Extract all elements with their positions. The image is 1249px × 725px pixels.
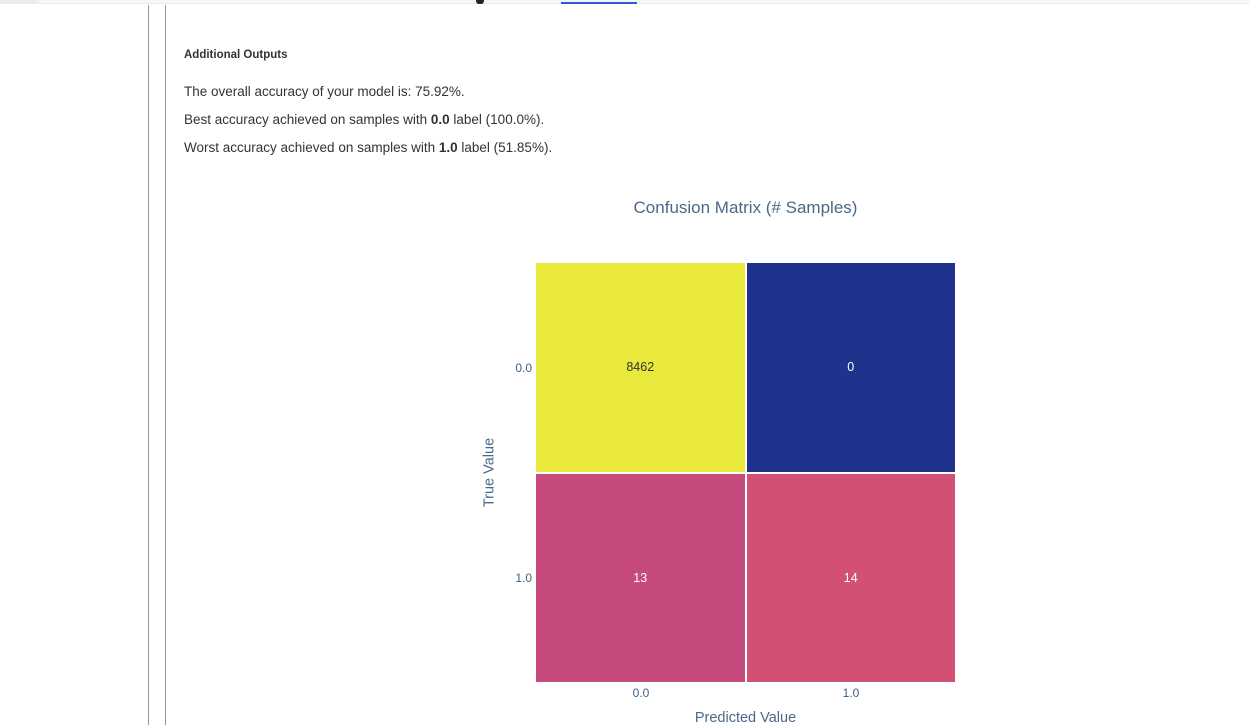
chart-title: Confusion Matrix (# Samples) [633, 198, 858, 217]
x-axis-label: Predicted Value [694, 710, 797, 725]
additional-outputs-heading: Additional Outputs [184, 49, 288, 61]
x-tick-0: 0.0 [632, 686, 650, 700]
matrix-cell-true1-pred1[interactable]: 14 [746, 473, 955, 682]
panel-divider-right [165, 5, 166, 725]
clipped-link[interactable] [561, 2, 637, 4]
y-axis-label: True Value [481, 437, 498, 508]
x-tick-1: 1.0 [842, 686, 860, 700]
best-accuracy-text: Best accuracy achieved on samples with 0… [184, 112, 544, 127]
overall-accuracy-text: The overall accuracy of your model is: 7… [184, 84, 465, 99]
panel-divider-left [148, 5, 149, 725]
matrix-cell-true0-pred0[interactable]: 8462 [536, 263, 745, 472]
overall-accuracy-value: The overall accuracy of your model is: 7… [184, 84, 465, 99]
best-accuracy-prefix: Best accuracy achieved on samples with [184, 112, 431, 127]
best-accuracy-suffix: label (100.0%). [449, 112, 545, 127]
confusion-matrix-heatmap[interactable]: 8462 0 13 14 [536, 263, 955, 682]
y-tick-1: 1.0 [515, 571, 532, 585]
browser-tab-remnant [0, 0, 37, 4]
worst-accuracy-suffix: label (51.85%). [457, 140, 553, 155]
worst-accuracy-text: Worst accuracy achieved on samples with … [184, 140, 552, 155]
best-accuracy-label: 0.0 [430, 112, 450, 127]
matrix-cell-true1-pred0[interactable]: 13 [536, 473, 745, 682]
clipped-text-fragment [476, 0, 484, 4]
y-tick-0: 0.0 [515, 361, 532, 375]
matrix-cell-true0-pred1[interactable]: 0 [746, 263, 955, 472]
worst-accuracy-prefix: Worst accuracy achieved on samples with [184, 140, 439, 155]
worst-accuracy-label: 1.0 [438, 140, 458, 155]
